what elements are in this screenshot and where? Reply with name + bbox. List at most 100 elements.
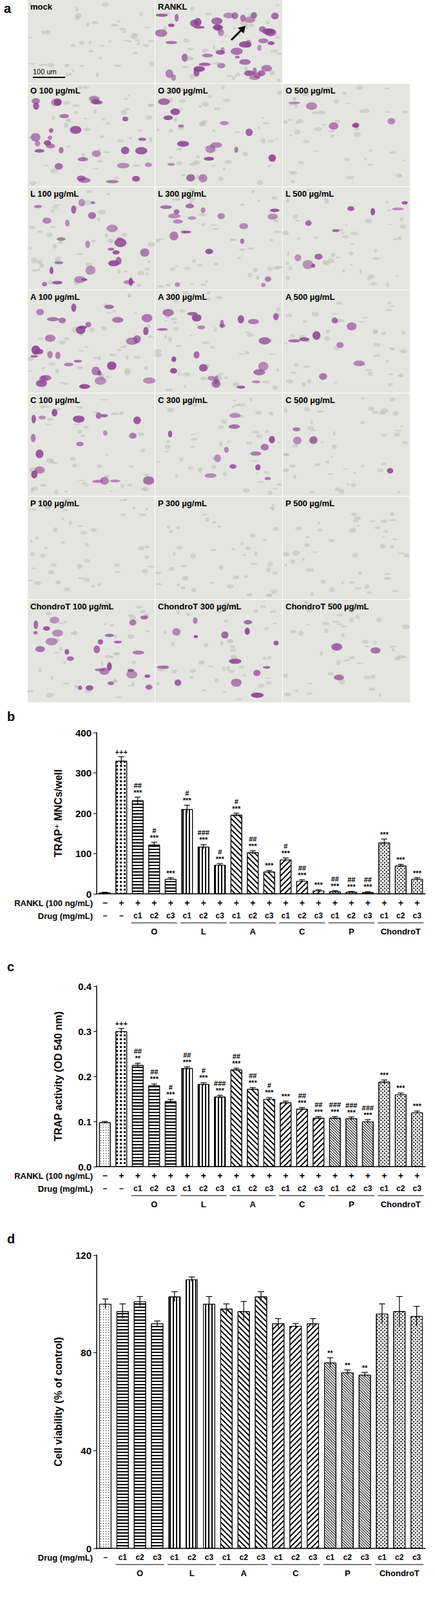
svg-text:c2: c2 bbox=[395, 1551, 405, 1561]
svg-text:0: 0 bbox=[86, 888, 92, 899]
svg-text:ChondroT: ChondroT bbox=[380, 926, 421, 936]
svg-text:P: P bbox=[348, 1198, 355, 1209]
svg-text:A: A bbox=[250, 1198, 257, 1209]
svg-text:0.4: 0.4 bbox=[77, 980, 93, 992]
svg-text:c1: c1 bbox=[326, 1551, 336, 1561]
svg-text:A 500 µg/mL: A 500 µg/mL bbox=[285, 291, 335, 302]
svg-text:C 300 µg/mL: C 300 µg/mL bbox=[157, 395, 208, 405]
svg-text:***: *** bbox=[380, 1070, 390, 1079]
svg-text:+: + bbox=[233, 1169, 240, 1180]
svg-text:0.0: 0.0 bbox=[77, 1160, 92, 1172]
svg-text:40: 40 bbox=[80, 1444, 92, 1456]
svg-text:c1: c1 bbox=[170, 1551, 180, 1561]
svg-text:c3: c3 bbox=[314, 910, 324, 920]
svg-text:L: L bbox=[201, 1198, 207, 1209]
svg-text:+: + bbox=[266, 897, 272, 908]
svg-text:+: + bbox=[217, 1169, 223, 1180]
svg-text:c2: c2 bbox=[248, 1183, 258, 1193]
svg-text:+: + bbox=[217, 897, 223, 908]
svg-text:c1: c1 bbox=[273, 1551, 283, 1561]
svg-text:c1: c1 bbox=[380, 910, 390, 920]
svg-text:c3: c3 bbox=[413, 1183, 423, 1193]
svg-text:**: ** bbox=[362, 1363, 368, 1371]
svg-text:c1: c1 bbox=[183, 910, 193, 920]
svg-text:c2: c2 bbox=[291, 1551, 301, 1561]
svg-text:***: *** bbox=[380, 830, 390, 838]
svg-text:***: *** bbox=[183, 1057, 193, 1066]
svg-text:Drug (mg/mL): Drug (mg/mL) bbox=[38, 910, 93, 921]
svg-text:O: O bbox=[150, 926, 158, 936]
svg-text:RANKL: RANKL bbox=[157, 1, 188, 12]
svg-text:−: − bbox=[102, 897, 108, 908]
svg-text:+: + bbox=[398, 897, 404, 908]
svg-text:+: + bbox=[381, 1169, 387, 1180]
svg-text:+: + bbox=[118, 897, 124, 908]
svg-text:***: *** bbox=[264, 860, 274, 869]
svg-text:+: + bbox=[365, 897, 371, 908]
svg-text:+: + bbox=[315, 897, 321, 908]
svg-text:c2: c2 bbox=[150, 910, 160, 920]
svg-text:***: *** bbox=[281, 1091, 291, 1100]
svg-text:***: *** bbox=[133, 788, 143, 796]
svg-text:0.2: 0.2 bbox=[77, 1070, 92, 1082]
svg-text:0: 0 bbox=[86, 1542, 92, 1554]
svg-text:O 500 µg/mL: O 500 µg/mL bbox=[285, 85, 336, 96]
svg-text:P 100 µg/mL: P 100 µg/mL bbox=[30, 498, 80, 508]
svg-text:c1: c1 bbox=[330, 910, 340, 920]
svg-text:200: 200 bbox=[75, 807, 92, 819]
svg-text:c3: c3 bbox=[360, 1551, 370, 1561]
svg-text:ChondroT: ChondroT bbox=[380, 1198, 421, 1209]
svg-text:+: + bbox=[135, 897, 141, 908]
svg-text:c3: c3 bbox=[166, 1183, 176, 1193]
svg-text:**: ** bbox=[344, 1360, 351, 1369]
svg-text:+: + bbox=[250, 897, 256, 908]
svg-text:c2: c2 bbox=[396, 910, 406, 920]
svg-text:c: c bbox=[7, 958, 15, 974]
svg-text:b: b bbox=[7, 708, 15, 724]
svg-text:0.3: 0.3 bbox=[77, 1025, 92, 1037]
svg-text:***: *** bbox=[232, 1058, 242, 1067]
svg-text:+: + bbox=[201, 897, 207, 908]
svg-text:c3: c3 bbox=[264, 910, 274, 920]
svg-text:***: *** bbox=[396, 855, 406, 863]
svg-text:+: + bbox=[381, 897, 387, 908]
svg-text:c1: c1 bbox=[281, 1183, 291, 1193]
svg-text:+++: +++ bbox=[115, 747, 128, 756]
svg-text:c1: c1 bbox=[232, 1183, 242, 1193]
svg-text:120: 120 bbox=[75, 1248, 92, 1260]
svg-text:P: P bbox=[348, 926, 355, 936]
svg-text:−: − bbox=[102, 910, 107, 920]
svg-text:mock: mock bbox=[30, 1, 53, 12]
svg-text:***: *** bbox=[264, 1087, 274, 1096]
svg-text:−: − bbox=[103, 1551, 108, 1561]
svg-text:***: *** bbox=[281, 848, 291, 857]
svg-text:c2: c2 bbox=[347, 910, 357, 920]
svg-text:100 um: 100 um bbox=[32, 67, 57, 76]
svg-text:O: O bbox=[136, 1567, 144, 1577]
svg-text:P 300 µg/mL: P 300 µg/mL bbox=[157, 498, 207, 508]
svg-text:c2: c2 bbox=[199, 910, 209, 920]
svg-text:+++: +++ bbox=[115, 1018, 128, 1027]
svg-text:+: + bbox=[414, 897, 420, 908]
svg-text:+: + bbox=[168, 1169, 174, 1180]
svg-text:C: C bbox=[299, 926, 306, 936]
svg-text:RANKL (100 ng/mL): RANKL (100 ng/mL) bbox=[14, 1170, 93, 1180]
svg-text:−: − bbox=[119, 910, 124, 920]
svg-text:c3: c3 bbox=[264, 1183, 274, 1193]
svg-text:80: 80 bbox=[80, 1346, 92, 1358]
svg-text:c1: c1 bbox=[281, 910, 291, 920]
svg-text:**: ** bbox=[327, 1348, 334, 1356]
svg-text:***: *** bbox=[199, 835, 209, 843]
svg-text:c1: c1 bbox=[133, 910, 143, 920]
svg-text:P: P bbox=[344, 1567, 351, 1577]
svg-text:***: *** bbox=[215, 1085, 225, 1094]
svg-text:O 100 µg/mL: O 100 µg/mL bbox=[30, 85, 81, 96]
svg-text:TRAP⁺ MNCs/well: TRAP⁺ MNCs/well bbox=[52, 768, 64, 857]
svg-text:ChondroT: ChondroT bbox=[379, 1567, 420, 1577]
svg-text:+: + bbox=[233, 897, 240, 908]
svg-text:c2: c2 bbox=[396, 1183, 406, 1193]
svg-text:d: d bbox=[7, 1230, 15, 1246]
svg-text:***: *** bbox=[297, 1098, 307, 1106]
svg-text:c3: c3 bbox=[363, 910, 373, 920]
svg-text:+: + bbox=[250, 1169, 256, 1180]
